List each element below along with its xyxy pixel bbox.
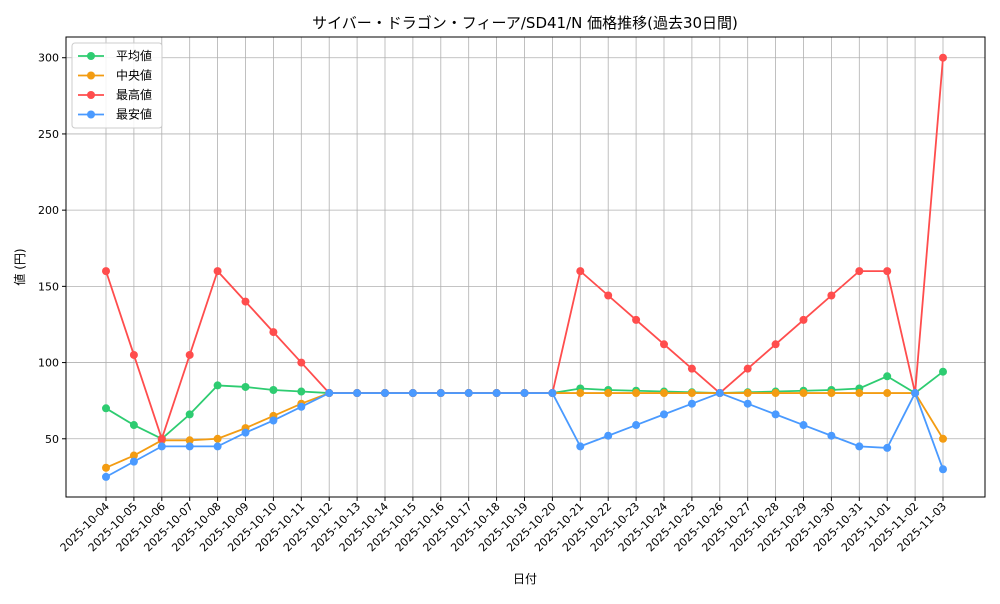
data-point [660,410,668,419]
y-tick-label: 100 [38,357,59,370]
data-point [297,402,306,411]
data-point [883,443,892,452]
data-point [743,364,752,373]
data-point [604,291,613,300]
data-point [102,267,110,276]
plot-frame [65,36,986,498]
data-point [297,358,306,367]
data-point [939,53,947,62]
data-point [102,463,110,472]
data-point [241,428,250,437]
data-point [436,389,445,398]
data-point [548,389,557,398]
data-point [325,389,334,398]
data-point [855,442,864,451]
data-point [185,436,194,445]
data-point [464,389,473,398]
data-point [743,399,752,408]
data-point [576,267,585,276]
data-point [129,457,138,466]
data-point [855,389,864,398]
data-point [632,421,641,430]
data-point [855,267,864,276]
data-point [715,389,724,398]
data-point [576,442,585,451]
data-point [883,267,892,276]
data-point [827,389,836,398]
data-point [883,389,892,398]
legend-label: 最安値 [116,107,152,122]
data-point [213,381,222,390]
y-tick-label: 50 [45,433,59,446]
y-tick-label: 200 [38,204,59,217]
data-point [911,389,920,398]
legend-marker [87,71,95,80]
data-point [269,386,278,395]
data-point [660,389,668,398]
data-point [129,421,138,430]
data-point [827,291,836,300]
data-point [939,465,947,474]
y-tick-label: 300 [38,52,59,65]
data-point [157,442,166,451]
data-point [102,404,110,413]
legend-marker [87,110,95,119]
data-point [102,472,110,481]
x-axis-label: 日付 [513,572,537,586]
data-point [185,442,194,451]
data-point [799,315,808,324]
y-tick-label: 150 [38,280,59,293]
legend-label: 中央値 [116,68,152,83]
data-point [129,451,138,460]
data-point [771,410,780,419]
y-tick-label: 250 [38,128,59,141]
data-point [213,434,222,443]
data-point [604,389,613,398]
legend-label: 平均値 [116,48,152,63]
legend-label: 最高値 [116,87,152,102]
data-point [799,389,808,398]
data-point [185,410,194,419]
y-axis-label: 値 (円) [12,248,27,285]
data-point [269,416,278,425]
data-point [520,389,529,398]
data-point [297,387,306,396]
data-point [185,350,194,359]
data-point [604,431,613,440]
data-point [157,434,166,443]
data-point [576,389,585,398]
data-point [353,389,362,398]
data-point [687,399,696,408]
data-point [269,328,278,337]
data-point [771,389,780,398]
data-point [883,372,892,381]
data-point [241,382,250,391]
data-point [771,340,780,349]
legend-marker [87,91,95,99]
data-point [213,442,222,451]
legend-marker [87,52,95,60]
data-point [408,389,417,398]
data-point [632,315,641,324]
data-point [687,389,696,398]
data-point [687,364,696,373]
data-point [799,421,808,430]
data-point [381,389,389,398]
data-point [213,267,222,276]
chart-title: サイバー・ドラゴン・フィーア/SD41/N 価格推移(過去30日間) [312,14,738,32]
data-point [827,431,836,440]
data-point [939,434,947,443]
data-point [939,367,947,376]
data-point [492,389,501,398]
data-point [129,350,138,359]
data-point [660,340,668,349]
data-point [743,389,752,398]
data-point [632,389,641,398]
data-point [241,297,250,306]
